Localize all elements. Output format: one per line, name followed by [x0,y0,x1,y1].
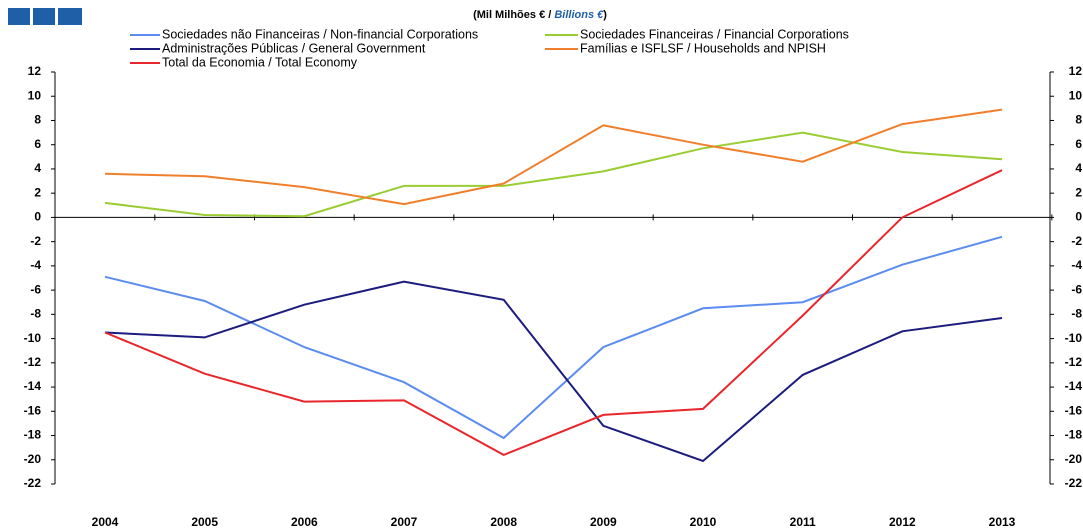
y-tick-label: -20 [24,452,42,466]
y2-tick-label: -8 [1071,307,1082,321]
y2-tick-label: -10 [1065,331,1083,345]
legend-text: Famílias e ISFLSF / Households and NPISH [580,41,826,55]
legend-text: Administrações Públicas / General Govern… [162,41,426,55]
y2-tick-label: 8 [1075,113,1082,127]
y2-tick-label: -18 [1065,428,1083,442]
y-tick-label: 4 [34,161,41,175]
y2-tick-label: 6 [1075,137,1082,151]
y2-tick-label: -20 [1065,452,1083,466]
y-tick-label: -2 [30,234,41,248]
x-tick-label: 2009 [590,515,617,529]
x-tick-label: 2013 [989,515,1016,529]
series-line [104,169,1003,457]
x-tick-label: 2012 [889,515,916,529]
y2-tick-label: 12 [1069,64,1083,78]
series-line [104,108,1003,206]
x-tick-label: 2004 [92,515,119,529]
y2-tick-label: 4 [1075,161,1082,175]
chart-subtitle: (Mil Milhões € / Billions €) [473,9,607,21]
series-line [104,131,1003,218]
y-tick-label: -16 [24,403,42,417]
y-tick-label: -22 [24,476,42,490]
y2-tick-label: 2 [1075,185,1082,199]
x-tick-label: 2011 [790,515,816,529]
subtitle-part: ) [603,9,607,21]
legend-text: Total da Economia / Total Economy [162,55,358,69]
logo-block [58,8,82,25]
x-tick-label: 2006 [291,515,318,529]
y-tick-label: -18 [24,428,42,442]
y2-tick-label: -12 [1065,355,1083,369]
logo-block [33,8,55,25]
x-tick-label: 2010 [690,515,717,529]
y-tick-label: 2 [34,185,41,199]
legend-text: Sociedades não Financeiras / Non-financi… [162,27,478,41]
y-tick-label: 6 [34,137,41,151]
y2-tick-label: 0 [1075,210,1082,224]
y-tick-label: 8 [34,113,41,127]
y2-tick-label: -22 [1065,476,1083,490]
y-tick-label: -8 [30,307,41,321]
x-tick-label: 2005 [191,515,218,529]
y-tick-label: 10 [28,88,42,102]
y2-tick-label: -14 [1065,379,1083,393]
series-line [104,280,1003,463]
y-tick-label: -6 [30,282,41,296]
y-tick-label: 0 [34,210,41,224]
y2-tick-label: 10 [1069,88,1083,102]
x-tick-label: 2007 [391,515,418,529]
y2-tick-label: -2 [1071,234,1082,248]
subtitle-part: Billions € [554,9,604,21]
y-tick-label: -4 [30,258,41,272]
y-tick-label: -12 [24,355,42,369]
y-tick-label: -10 [24,331,42,345]
subtitle-part: (Mil Milhões € / [473,9,554,21]
y-tick-label: 12 [28,64,42,78]
y2-tick-label: -6 [1071,282,1082,296]
x-tick-label: 2008 [490,515,517,529]
logo-block [8,8,30,25]
y2-tick-label: -16 [1065,403,1083,417]
y2-tick-label: -4 [1071,258,1082,272]
legend-text: Sociedades Financeiras / Financial Corpo… [580,27,849,41]
y-tick-label: -14 [24,379,42,393]
series-line [104,235,1003,440]
